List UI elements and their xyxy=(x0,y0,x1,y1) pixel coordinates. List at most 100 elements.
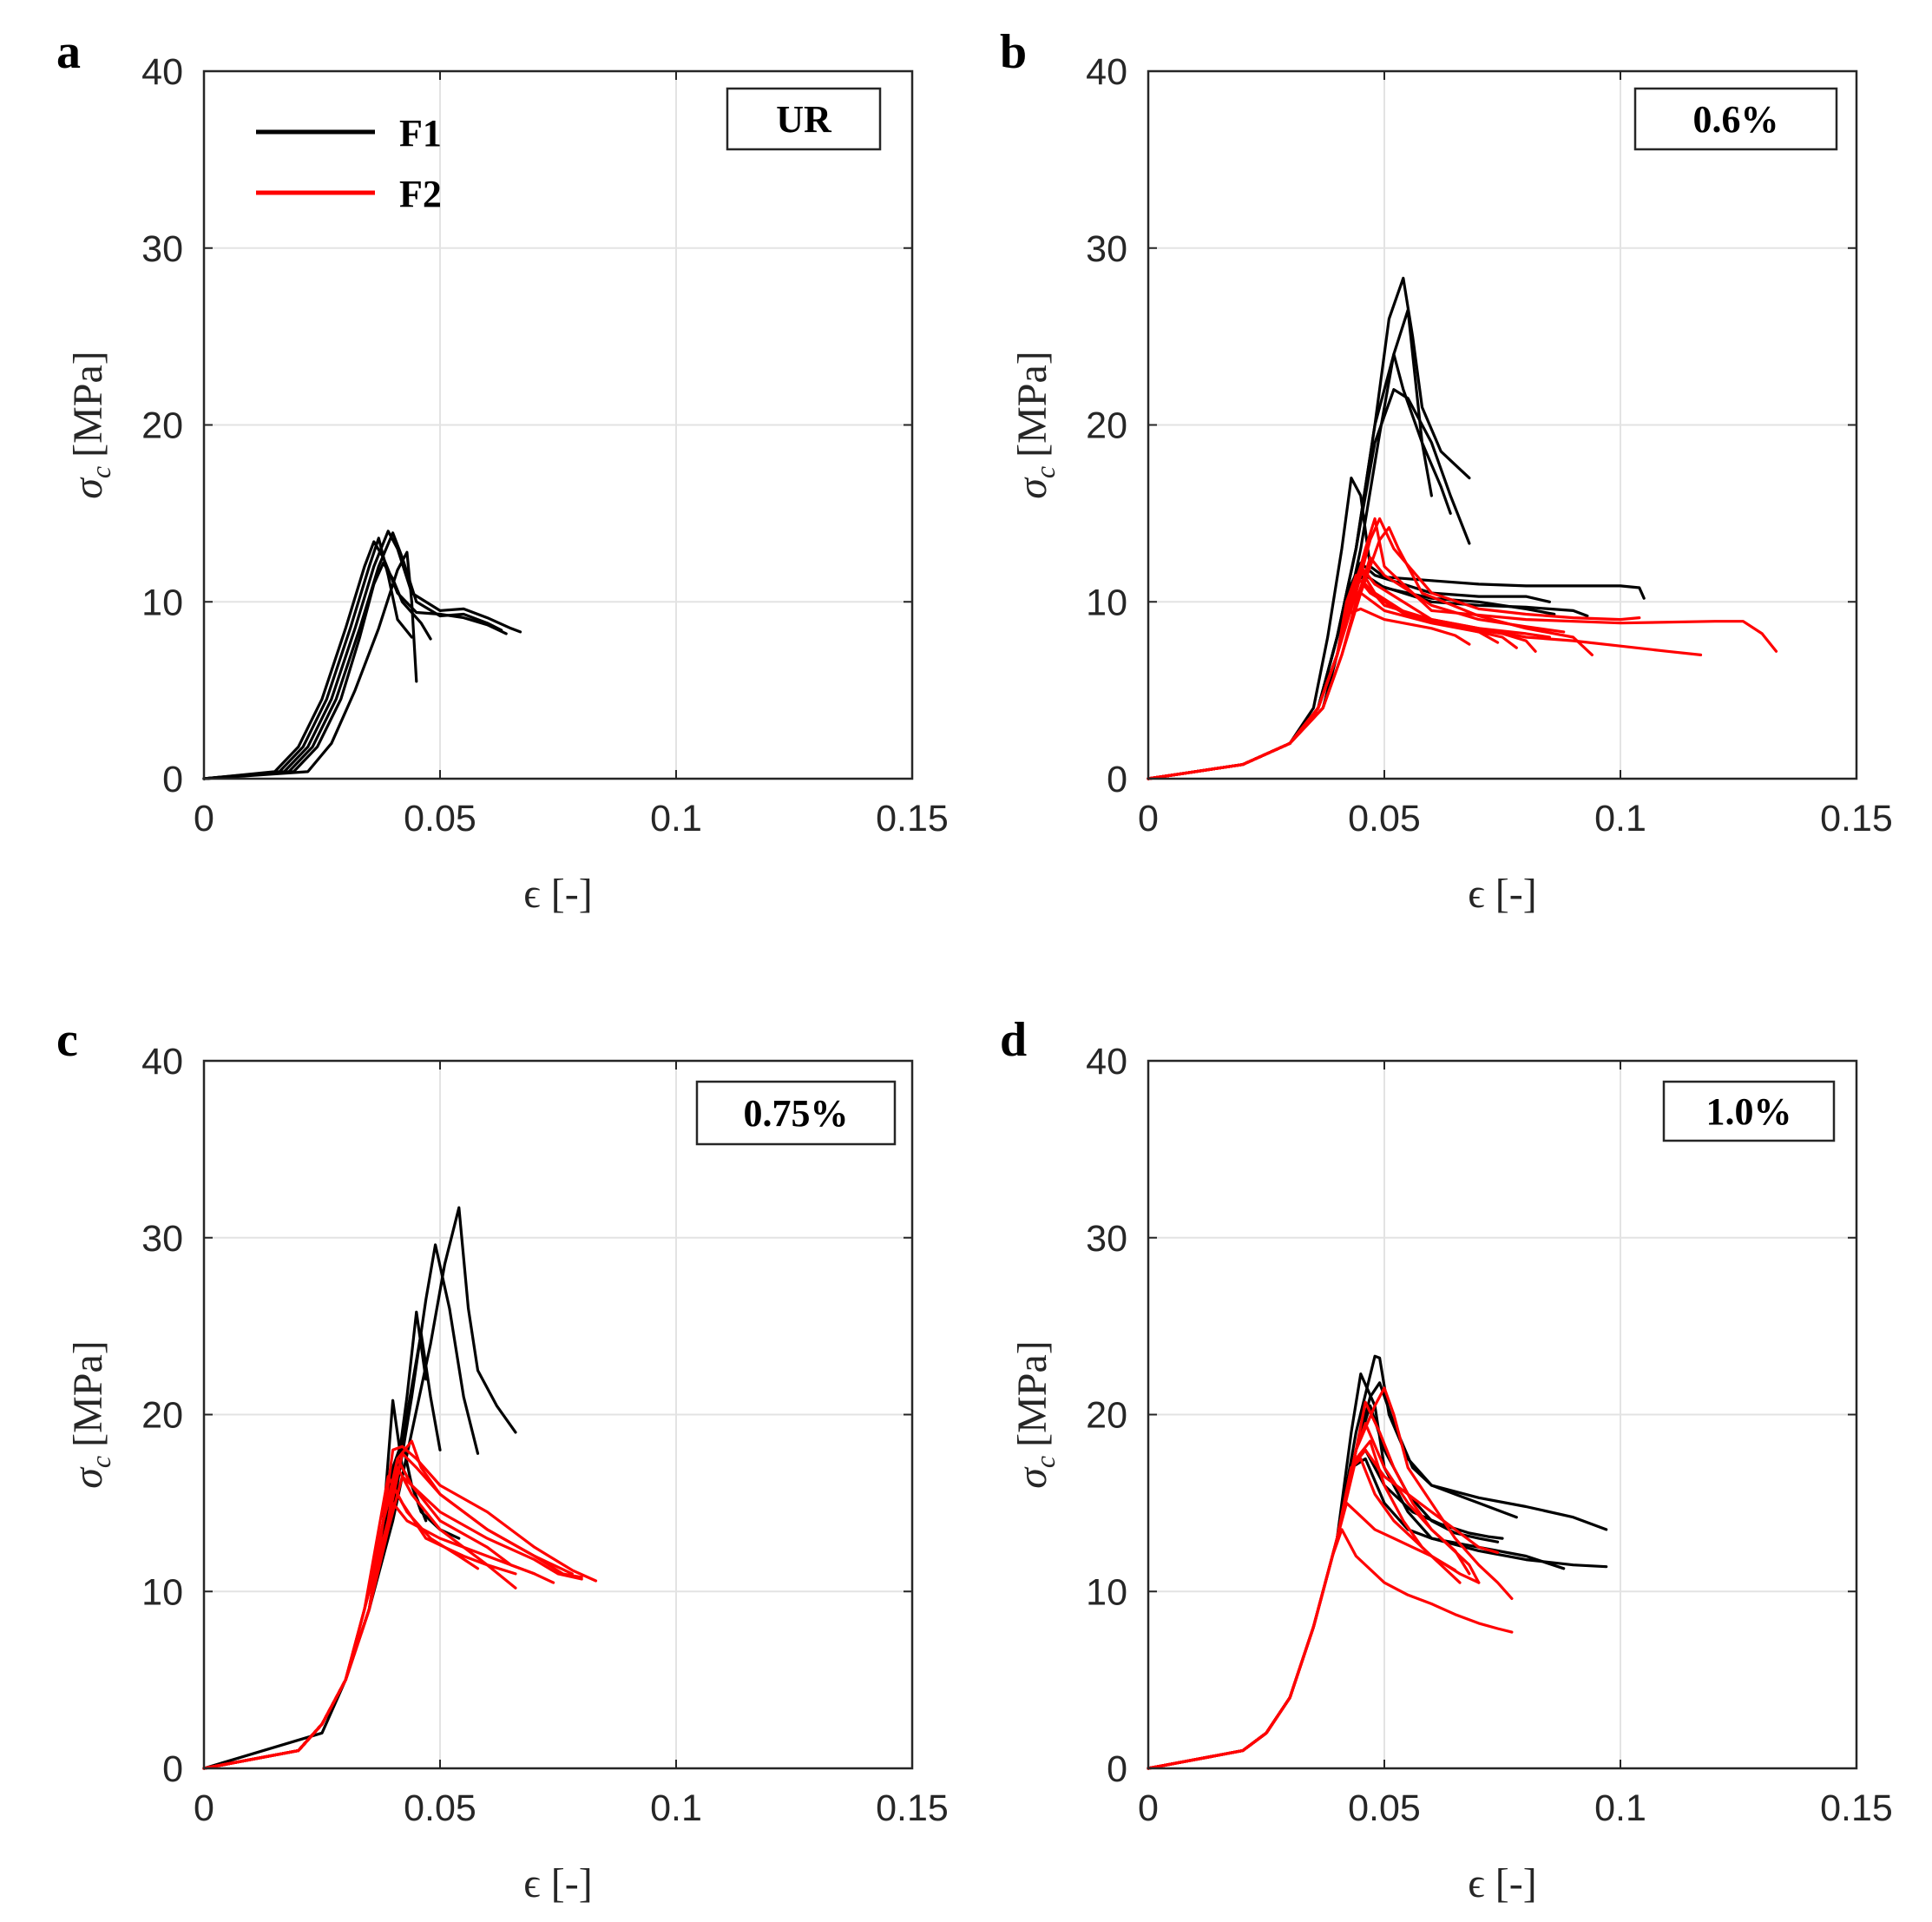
x-tick-label: 0.05 xyxy=(404,798,476,839)
tag-box xyxy=(695,1080,897,1146)
y-axis-subscript: c xyxy=(85,1456,116,1468)
series-F1-curve xyxy=(1147,276,1471,780)
y-axis-symbol: σ xyxy=(1009,1466,1055,1489)
y-tick-label: 10 xyxy=(141,582,183,623)
y-axis-label: σc [MPa] xyxy=(65,1340,116,1489)
series-F1-curve xyxy=(202,540,508,780)
y-tick-label: 30 xyxy=(1086,1218,1127,1260)
panel-letter: c xyxy=(56,1013,78,1067)
y-tick-label: 20 xyxy=(1086,1395,1127,1437)
y-tick-label: 10 xyxy=(1086,582,1127,623)
series-F2-curve xyxy=(1147,1439,1462,1770)
panel-d: 0 0.05 0.1 0.15 0 10 20 30 40 ϵ [-] σc [MPa] d 1.0% xyxy=(1000,1013,1893,1906)
x-tick-label: 0.1 xyxy=(650,1787,702,1829)
series-F2-curve xyxy=(1147,526,1594,780)
tag-box xyxy=(726,87,882,151)
series-F2-curve xyxy=(1147,517,1641,780)
panel-a: 0 0.05 0.1 0.15 0 10 20 30 40 ϵ [-] σc [MPa] a UR xyxy=(56,25,949,917)
y-tick-label: 40 xyxy=(141,51,183,93)
series-F1-curve xyxy=(1147,308,1433,780)
y-axis-label: σc [MPa] xyxy=(1009,1340,1061,1489)
y-tick-label: 0 xyxy=(162,1748,183,1790)
series-F2-curve xyxy=(1147,1386,1514,1770)
y-tick-label: 40 xyxy=(141,1041,183,1083)
x-tick-label: 0 xyxy=(1138,798,1159,839)
panel-letter: d xyxy=(1000,1013,1027,1067)
y-axis-symbol: σ xyxy=(1009,477,1055,499)
series-F2-curve xyxy=(202,1457,536,1770)
x-axis-label: ϵ [-] xyxy=(523,871,592,917)
series-F2-curve xyxy=(1147,517,1778,780)
legend-label-F2: F2 xyxy=(399,173,442,215)
x-tick-label: 0.15 xyxy=(876,798,949,839)
legend-label-F1: F1 xyxy=(399,112,442,155)
x-tick-label: 0.1 xyxy=(1594,798,1646,839)
series-F2-curve xyxy=(1147,1501,1481,1770)
tag-label: 1.0% xyxy=(1706,1090,1792,1133)
x-tick-label: 0.15 xyxy=(1820,798,1893,839)
y-axis-subscript: c xyxy=(1029,466,1061,478)
y-axis-unit: [MPa] xyxy=(65,351,111,457)
y-tick-label: 30 xyxy=(141,1218,183,1260)
tag-box xyxy=(1662,1080,1836,1142)
series-F1-curve xyxy=(202,536,413,780)
series-F2-curve xyxy=(1147,607,1471,780)
panel-letter: b xyxy=(1000,25,1027,79)
series-F1-curve xyxy=(202,1310,428,1770)
y-axis-unit: [MPa] xyxy=(1009,351,1055,457)
y-tick-label: 0 xyxy=(1107,1748,1127,1790)
y-tick-label: 0 xyxy=(162,759,183,800)
x-tick-label: 0.05 xyxy=(404,1787,476,1829)
series-F1-curve xyxy=(1147,477,1646,780)
y-axis-symbol: σ xyxy=(65,477,111,499)
y-axis-unit: [MPa] xyxy=(65,1340,111,1447)
series-F2-curve xyxy=(1147,591,1518,780)
series-F1-curve xyxy=(1147,1372,1608,1770)
series-F1-curve xyxy=(1147,1457,1566,1770)
x-tick-label: 0 xyxy=(194,798,214,839)
y-axis-label: σc [MPa] xyxy=(65,351,116,499)
x-tick-label: 0.1 xyxy=(1594,1787,1646,1829)
y-axis-unit: [MPa] xyxy=(1009,1340,1055,1447)
y-tick-label: 30 xyxy=(1086,228,1127,270)
x-tick-label: 0.15 xyxy=(876,1787,949,1829)
y-tick-label: 30 xyxy=(141,228,183,270)
x-tick-label: 0 xyxy=(194,1787,214,1829)
series-F2-curve xyxy=(202,1466,517,1770)
y-tick-label: 20 xyxy=(1086,405,1127,447)
y-axis-symbol: σ xyxy=(65,1466,111,1489)
series-F2-curve xyxy=(202,1501,555,1770)
y-tick-label: 20 xyxy=(141,405,183,447)
x-axis-label: ϵ [-] xyxy=(1468,1860,1536,1906)
series-F1-curve xyxy=(202,1206,517,1770)
x-tick-label: 0 xyxy=(1138,1787,1159,1829)
x-tick-label: 0.15 xyxy=(1820,1787,1893,1829)
series-F1-curve xyxy=(202,1332,442,1770)
series-F1-curve xyxy=(1147,1448,1504,1770)
series-F1-curve xyxy=(202,550,418,780)
x-tick-label: 0.05 xyxy=(1348,798,1421,839)
tag-box xyxy=(1633,87,1838,151)
x-axis-label: ϵ [-] xyxy=(1468,871,1536,917)
tag-label: 0.6% xyxy=(1693,98,1779,141)
series-F2-curve xyxy=(202,1445,598,1770)
x-axis-label: ϵ [-] xyxy=(523,1860,592,1906)
y-axis-subscript: c xyxy=(1029,1456,1061,1468)
y-tick-label: 10 xyxy=(1086,1571,1127,1613)
series-F1-curve xyxy=(202,530,522,780)
y-tick-label: 0 xyxy=(1107,759,1127,800)
y-tick-label: 40 xyxy=(1086,51,1127,93)
y-axis-subscript: c xyxy=(85,466,116,478)
x-tick-label: 0.05 xyxy=(1348,1787,1421,1829)
series-F2-curve xyxy=(1147,1400,1481,1770)
y-axis-label: σc [MPa] xyxy=(1009,351,1061,499)
panel-b: 0 0.05 0.1 0.15 0 10 20 30 40 ϵ [-] σc [MPa] b 0.6% xyxy=(1000,25,1893,917)
y-tick-label: 10 xyxy=(141,1571,183,1613)
series-F1-curve xyxy=(202,561,432,780)
panel-letter: a xyxy=(56,25,81,79)
tag-label: 0.75% xyxy=(744,1092,849,1135)
x-tick-label: 0.1 xyxy=(650,798,702,839)
